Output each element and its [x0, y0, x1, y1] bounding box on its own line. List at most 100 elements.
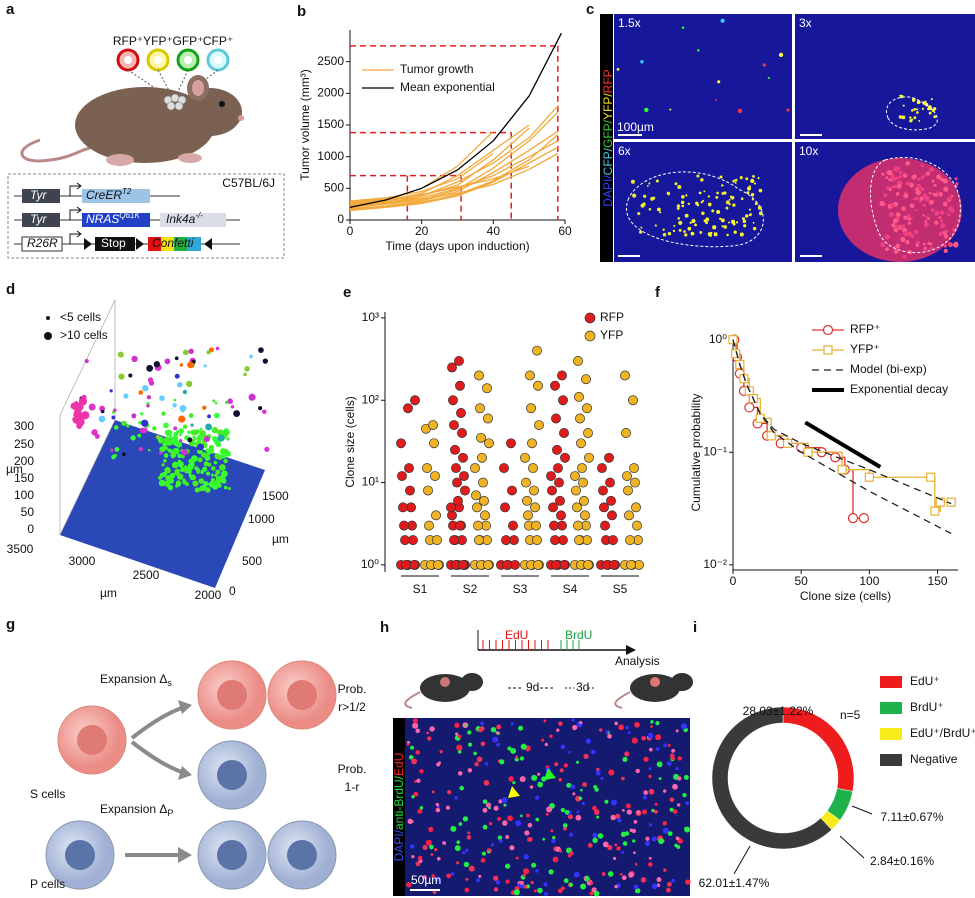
decor-dot	[561, 886, 565, 891]
decor-dot	[200, 470, 204, 474]
point	[455, 380, 465, 391]
decor-dot	[619, 872, 623, 876]
decor-dot	[576, 760, 579, 764]
decor-dot	[182, 479, 187, 485]
y-axis-title: Clone size (cells)	[343, 396, 357, 487]
decor-dot	[930, 98, 933, 101]
decor-dot	[450, 872, 455, 876]
point	[401, 559, 411, 570]
decor-dot	[650, 720, 654, 724]
panel-a: a RFP⁺ YFP⁺ GFP⁺ CFP⁺ C57BL/6J Tyr CreER…	[6, 1, 285, 259]
decor-dot	[920, 164, 924, 168]
decor-dot	[752, 174, 755, 178]
panel-h: h EdU BrdU Analysis 9d 3d DAPI/anti-BrdU…	[380, 619, 693, 897]
decor-dot	[208, 444, 214, 450]
decor-dot	[620, 831, 627, 837]
decor-dot	[179, 363, 184, 367]
point	[454, 356, 464, 366]
decor-dot	[454, 722, 460, 728]
decor-dot	[165, 429, 173, 436]
point	[548, 502, 558, 513]
decor-dot	[657, 207, 661, 212]
decor-dot	[617, 818, 622, 823]
decor-dot	[581, 801, 585, 806]
decor-dot	[898, 115, 903, 119]
decor-dot	[557, 888, 563, 894]
x-tick-label: S3	[513, 582, 528, 596]
decor-dot	[497, 816, 502, 821]
decor-dot	[607, 733, 612, 739]
decor-dot	[689, 221, 692, 224]
panel-letter: b	[297, 3, 306, 20]
decor-dot	[670, 756, 675, 761]
decor-dot	[456, 744, 463, 751]
decor-dot	[922, 193, 928, 198]
decor-dot	[663, 743, 667, 748]
decor-dot	[490, 726, 497, 733]
decor-dot	[607, 844, 613, 851]
gene-sup: -/-	[195, 211, 203, 220]
x-tick-label: S2	[463, 582, 478, 596]
point	[501, 535, 511, 546]
decor-dot	[190, 423, 194, 427]
decor-dot	[640, 60, 644, 64]
decor-dot	[700, 178, 704, 182]
decor-dot	[543, 719, 547, 723]
decor-dot	[531, 862, 537, 868]
decor-dot	[677, 184, 682, 189]
decor-dot	[406, 743, 410, 746]
decor-dot	[128, 373, 133, 378]
panel-letter: a	[6, 1, 15, 18]
decor-dot	[435, 807, 441, 813]
decor-dot	[192, 435, 196, 440]
point	[474, 535, 484, 546]
decor-dot	[621, 776, 625, 781]
y-axis-title: Cumulative probability	[689, 393, 703, 511]
decor-dot	[936, 190, 939, 194]
decor-dot	[227, 486, 231, 490]
legend-swatch	[880, 754, 902, 766]
decor-dot	[716, 191, 719, 195]
decor-dot	[625, 725, 629, 730]
panel-letter: i	[693, 619, 697, 636]
decor-dot	[717, 80, 721, 84]
decor-dot	[714, 99, 717, 101]
decor-dot	[558, 721, 563, 727]
micrograph	[614, 14, 792, 139]
decor-dot	[406, 882, 412, 888]
decor-dot	[545, 812, 549, 816]
point	[449, 420, 459, 430]
point	[837, 465, 847, 475]
point	[448, 395, 458, 406]
gene: NRASQ61K	[86, 211, 140, 226]
point	[424, 520, 434, 531]
decor-dot	[734, 178, 738, 182]
decor-dot	[595, 770, 601, 776]
gene: CreERT2	[86, 187, 132, 202]
decor-dot	[914, 208, 917, 212]
decor-dot	[169, 472, 176, 479]
decor-dot	[166, 438, 170, 442]
decor-dot	[458, 822, 463, 826]
decor-dot	[488, 822, 493, 826]
decor-dot	[614, 884, 618, 889]
decor-dot	[669, 797, 675, 803]
decor-dot	[913, 174, 917, 178]
decor-dot	[147, 377, 154, 383]
decor-dot	[166, 466, 170, 470]
decor-dot	[932, 107, 937, 111]
decor-dot	[179, 404, 187, 412]
point	[557, 370, 567, 381]
decor-dot	[684, 213, 689, 218]
decor-dot	[212, 436, 218, 442]
decor-dot	[656, 761, 663, 768]
decor-dot	[748, 208, 752, 211]
decor-dot	[757, 205, 762, 210]
decor-dot	[519, 776, 526, 783]
decor-dot	[478, 874, 482, 878]
decor-dot	[535, 869, 539, 873]
decor-dot	[739, 176, 743, 180]
decor-dot	[141, 419, 149, 427]
decor-dot	[572, 792, 576, 796]
decor-dot	[758, 211, 763, 216]
